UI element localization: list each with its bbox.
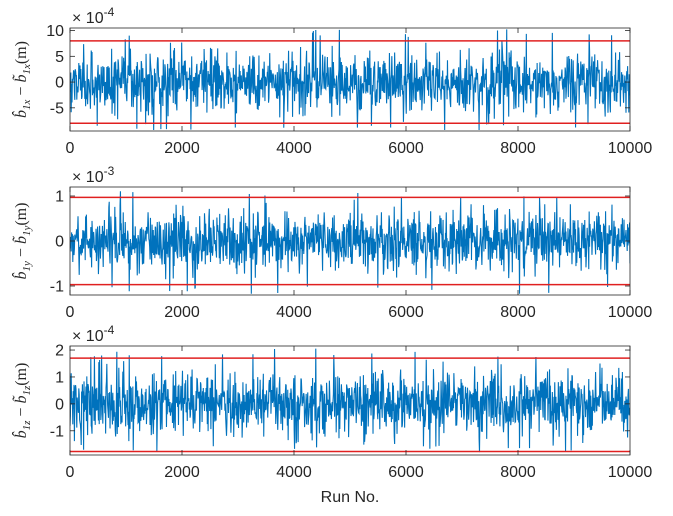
ylabel-sub-1: 1z: [21, 420, 33, 431]
x-tick-label: 2000: [164, 304, 200, 321]
ylabel-b-tilde: b̃: [12, 235, 30, 244]
y-axis-label: b̂1y − b̃1y(m): [11, 203, 33, 280]
subplot-2: 0 2000 4000 6000 8000 10000-101× 10-3b̂1y − b…: [11, 164, 653, 321]
exponent-label: × 10-4: [72, 323, 115, 345]
x-tick-label: 8000: [500, 140, 536, 157]
ylabel-sub-2: 1x: [21, 64, 33, 75]
y-tick-label: 2: [55, 343, 64, 360]
ylabel-minus: −: [13, 244, 30, 261]
x-tick-label: 6000: [388, 140, 424, 157]
x-tick-label: 6000: [388, 464, 424, 481]
y-tick-label: 1: [55, 189, 64, 206]
y-tick-label: -1: [50, 279, 64, 296]
ylabel-minus: −: [13, 83, 30, 100]
x-tick-label: 0: [66, 464, 75, 481]
x-tick-label: 6000: [388, 304, 424, 321]
ylabel-sub-1: 1y: [21, 261, 33, 272]
ylabel-b-hat: b̂: [11, 430, 30, 438]
exponent-base: × 10: [72, 328, 104, 345]
x-tick-label: 10000: [608, 464, 653, 481]
y-tick-label: 0: [55, 75, 64, 92]
exponent-base: × 10: [72, 169, 104, 186]
ylabel-b-tilde: b̃: [12, 74, 30, 83]
y-tick-label: -1: [50, 423, 64, 440]
data-series-line: [70, 348, 630, 453]
x-tick-label: 10000: [608, 140, 653, 157]
exponent-power: -4: [104, 5, 115, 19]
exponent-label: × 10-3: [72, 164, 115, 186]
x-tick-label: 4000: [276, 140, 312, 157]
x-tick-label: 4000: [276, 304, 312, 321]
ylabel-minus: −: [13, 404, 30, 421]
y-tick-label: 5: [55, 49, 64, 66]
exponent-power: -3: [104, 164, 115, 178]
x-axis-label: Run No.: [321, 489, 380, 506]
y-axis-label: b̂1z − b̃1z(m): [11, 363, 33, 439]
y-tick-label: -5: [50, 100, 64, 117]
exponent-label: × 10-4: [72, 5, 115, 27]
axes-box: [69, 27, 631, 132]
data-series-line: [70, 191, 630, 294]
ylabel-b-tilde: b̃: [12, 395, 30, 404]
x-tick-label: 2000: [164, 140, 200, 157]
y-tick-label: 0: [55, 234, 64, 251]
y-tick-label: 0: [55, 396, 64, 413]
x-tick-label: 2000: [164, 464, 200, 481]
x-tick-label: 10000: [608, 304, 653, 321]
x-tick-label: 0: [66, 140, 75, 157]
ylabel-unit: (m): [13, 203, 30, 226]
ylabel-unit: (m): [13, 363, 30, 386]
exponent-power: -4: [104, 323, 115, 337]
x-tick-label: 4000: [276, 464, 312, 481]
y-tick-label: 1: [55, 369, 64, 386]
y-axis-label: b̂1x − b̃1x(m): [11, 41, 33, 118]
ylabel-sub-2: 1y: [21, 226, 33, 237]
ylabel-b-hat: b̂: [11, 110, 30, 118]
axes-box: [69, 345, 631, 456]
exponent-base: × 10: [72, 10, 104, 27]
data-series-line: [70, 29, 630, 130]
x-tick-label: 0: [66, 304, 75, 321]
x-tick-label: 8000: [500, 464, 536, 481]
x-tick-label: 8000: [500, 304, 536, 321]
ylabel-sub-1: 1x: [21, 99, 33, 110]
subplot-3: 0 2000 4000 6000 8000 10000 -1 0 1 2 × 10-4 b̂1z − …: [11, 323, 653, 506]
ylabel-b-hat: b̂: [11, 271, 30, 279]
ylabel-unit: (m): [13, 41, 30, 64]
ylabel-sub-2: 1z: [21, 385, 33, 396]
y-tick-label: 10: [46, 23, 64, 40]
